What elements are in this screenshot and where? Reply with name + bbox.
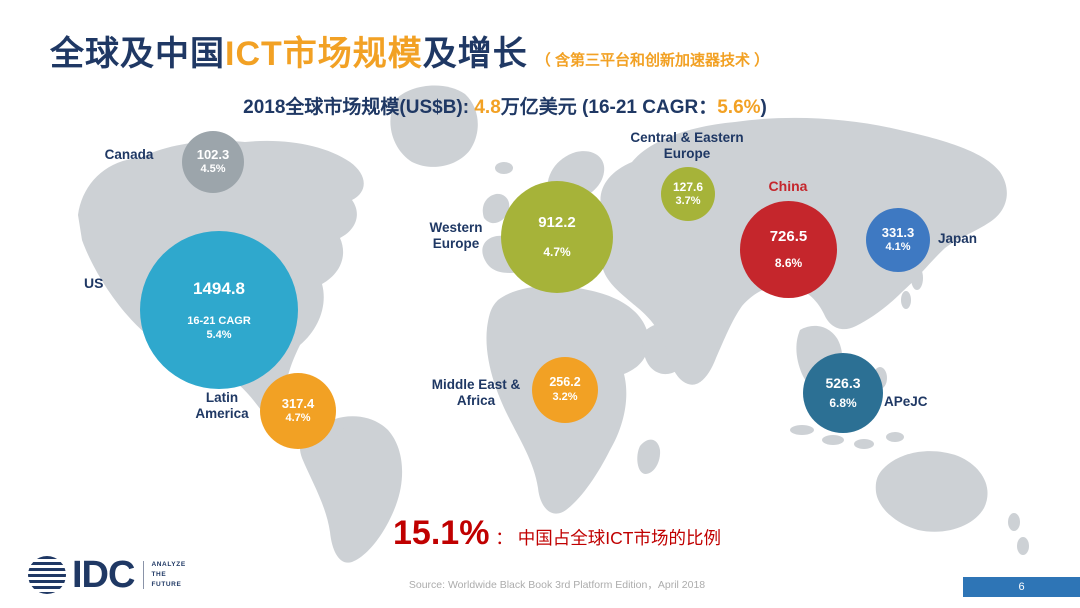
subtitle-label: 2018全球市场规模(US$B): bbox=[243, 97, 475, 118]
bubble-cagr: 3.2% bbox=[552, 390, 578, 403]
china-share-highlight: 15.1% ： 中国占全球ICT市场的比例 bbox=[393, 514, 721, 553]
subtitle: 2018全球市场规模(US$B): 4.8万亿美元 (16-21 CAGR：5.… bbox=[0, 92, 1010, 119]
bubble-cagr: 4.7% bbox=[285, 412, 311, 425]
subtitle-cagr-value: 5.6% bbox=[717, 97, 761, 118]
subtitle-end: ) bbox=[760, 97, 767, 118]
region-label-china: China bbox=[768, 178, 808, 194]
title-suffix: （ 含第三平台和创新加速器技术 ） bbox=[535, 52, 770, 69]
continent-south-america bbox=[299, 416, 403, 563]
region-label-us: US bbox=[84, 275, 104, 291]
bubble-cagr: 4.7% bbox=[543, 244, 571, 259]
title-part1: 全球及中国 bbox=[50, 35, 225, 73]
bubble-latin-america: 317.4 4.7% bbox=[260, 373, 336, 449]
island-new-zealand-2 bbox=[1017, 537, 1029, 555]
tagline-line: ANALYZE bbox=[151, 561, 186, 569]
logo-divider bbox=[143, 561, 145, 589]
bubble-cagr: 5.4% bbox=[206, 328, 232, 341]
island-japan-1 bbox=[911, 266, 923, 290]
bubble-cagr: 8.6% bbox=[774, 255, 803, 270]
idc-tagline: ANALYZE THE FUTURE bbox=[151, 560, 185, 589]
china-share-text: ： 中国占全球ICT市场的比例 bbox=[495, 528, 721, 548]
island-caribbean bbox=[335, 428, 347, 436]
bubble-western-europe: 912.2 4.7% bbox=[501, 181, 613, 293]
region-label-middle-east-africa: Middle East & Africa bbox=[431, 377, 521, 408]
island-indonesia-2 bbox=[822, 435, 844, 445]
bubble-cagr-label: 16-21 CAGR bbox=[187, 314, 251, 327]
page-number-bar: 6 bbox=[963, 577, 1080, 597]
bubble-value: 256.2 bbox=[549, 375, 581, 390]
island-indonesia-4 bbox=[886, 432, 904, 442]
bubble-central-eastern-europe: 127.6 3.7% bbox=[661, 167, 715, 221]
island-uk bbox=[482, 193, 510, 224]
page-title: 全球及中国 ICT市场规模 及增长 （ 含第三平台和创新加速器技术 ） bbox=[50, 26, 769, 75]
idc-logo-text: IDC bbox=[72, 554, 135, 596]
source-note: Source: Worldwide Black Book 3rd Platfor… bbox=[408, 579, 706, 591]
page-number: 6 bbox=[1018, 581, 1025, 593]
bubble-cagr: 6.8% bbox=[829, 395, 857, 410]
bubble-value: 1494.8 bbox=[193, 278, 245, 298]
region-label-latin-america: Latin America bbox=[195, 390, 249, 421]
bubble-apejc: 526.3 6.8% bbox=[803, 353, 883, 433]
bubble-value: 912.2 bbox=[538, 214, 576, 232]
region-label-central-eastern-europe: Central & Eastern Europe bbox=[630, 130, 744, 161]
tagline-line: FUTURE bbox=[151, 580, 182, 588]
bubble-canada: 102.3 4.5% bbox=[182, 131, 244, 193]
island-japan-2 bbox=[901, 291, 911, 309]
bubble-cagr: 4.1% bbox=[885, 241, 911, 254]
island-greenland bbox=[390, 85, 478, 167]
region-label-japan: Japan bbox=[938, 231, 978, 246]
region-label-canada: Canada bbox=[104, 147, 154, 162]
bubble-japan: 331.3 4.1% bbox=[866, 208, 930, 272]
tagline-line: THE bbox=[151, 571, 167, 579]
region-label-western-europe: Western Europe bbox=[429, 220, 483, 251]
idc-striped-globe-icon bbox=[28, 556, 66, 594]
title-highlight: ICT市场规模 bbox=[225, 35, 423, 73]
bubble-cagr: 4.5% bbox=[200, 163, 226, 176]
bubble-value: 526.3 bbox=[825, 375, 861, 392]
bubble-value: 331.3 bbox=[881, 225, 915, 240]
title-part2: 及增长 bbox=[422, 35, 528, 73]
bubble-middle-east-africa: 256.2 3.2% bbox=[532, 357, 598, 423]
idc-logo: IDC ANALYZE THE FUTURE bbox=[28, 556, 186, 594]
bubble-value: 102.3 bbox=[196, 147, 230, 162]
bubble-value: 726.5 bbox=[769, 228, 808, 246]
island-madagascar bbox=[637, 439, 661, 474]
island-indonesia-1 bbox=[790, 425, 814, 435]
bubble-value: 317.4 bbox=[281, 396, 315, 411]
island-new-zealand-1 bbox=[1008, 513, 1020, 531]
subtitle-mid: 万亿美元 (16-21 CAGR： bbox=[500, 97, 718, 118]
subtitle-total-value: 4.8 bbox=[474, 97, 501, 118]
region-label-apejc: APeJC bbox=[884, 394, 928, 409]
bubble-cagr: 3.7% bbox=[675, 194, 701, 207]
island-iceland bbox=[495, 162, 513, 174]
bubble-value: 127.6 bbox=[672, 179, 704, 194]
island-indonesia-3 bbox=[854, 439, 874, 449]
continent-australia bbox=[875, 451, 988, 532]
bubble-us: 1494.8 16-21 CAGR 5.4% bbox=[140, 231, 298, 389]
bubble-china: 726.5 8.6% bbox=[740, 201, 837, 298]
china-share-value: 15.1% bbox=[393, 514, 490, 552]
